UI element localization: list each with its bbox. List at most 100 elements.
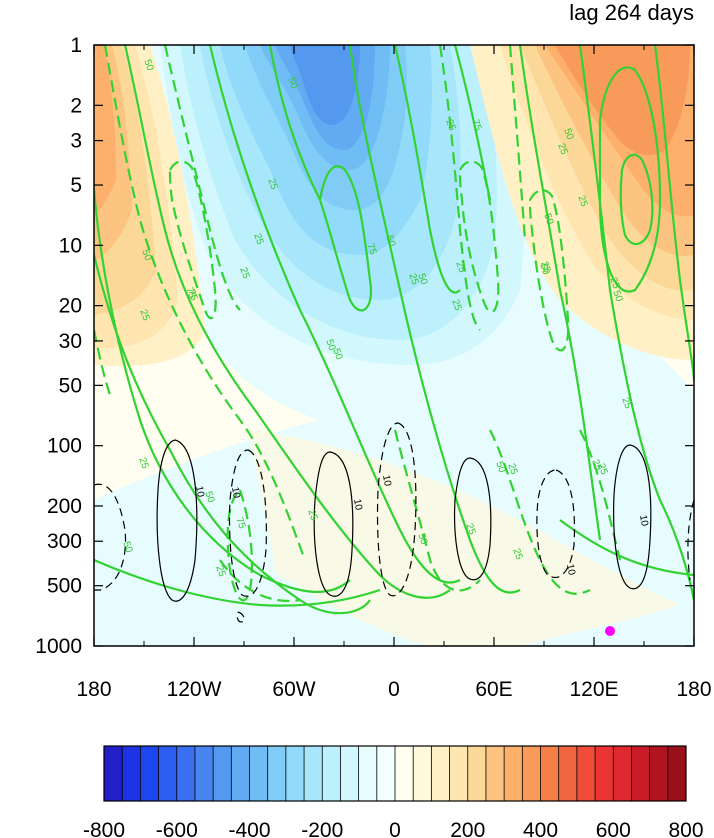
- colorbar-swatch: [267, 746, 287, 801]
- chart-title: lag 264 days: [569, 0, 694, 25]
- colorbar-swatch: [213, 746, 232, 801]
- contour-label-green: 25: [449, 298, 463, 313]
- colorbar-swatch: [304, 746, 323, 801]
- colorbar-swatch: [504, 746, 523, 801]
- green-dashed-contour: [489, 429, 591, 595]
- colorbar-swatch: [340, 746, 359, 801]
- y-tick-label: 2: [70, 94, 82, 117]
- contour-label-black: 10: [380, 474, 393, 487]
- contour-labels-black: 10 10 10 10 10 10: [193, 474, 650, 576]
- colorbar-swatch: [449, 746, 469, 801]
- colorbar-swatch: [613, 746, 632, 801]
- green-solid-contour: [94, 189, 351, 594]
- colorbar-swatch: [413, 746, 432, 801]
- colorbar-swatch: [176, 746, 196, 801]
- colorbar-swatch: [249, 746, 268, 801]
- contour-label-green: 50: [141, 58, 155, 73]
- colorbar-label: 0: [389, 819, 401, 838]
- y-tick-label: 50: [59, 374, 82, 397]
- contour-label-green: 25: [453, 260, 467, 275]
- green-solid-contour: [348, 45, 521, 594]
- shade-lower-right-cyan: [520, 600, 694, 646]
- black-dashed-contour: [376, 422, 417, 597]
- contour-label-green: 25: [619, 396, 633, 411]
- green-dashed-contour: [528, 189, 570, 352]
- colorbar-swatch: [122, 746, 141, 801]
- contour-label-green: 25: [538, 260, 552, 275]
- contour-label-green: 75: [183, 286, 197, 301]
- contour-label-green: 75: [469, 118, 483, 133]
- colorbar-swatch: [376, 746, 396, 801]
- contour-label-black: 10: [351, 498, 364, 511]
- green-dashed-contour: [226, 489, 254, 602]
- colorbar-swatch: [576, 746, 596, 801]
- colorbar-swatch: [194, 746, 214, 801]
- y-axis: 1 2 3 5 10 20 30 50 100 200 300 500 1000: [35, 34, 694, 658]
- black-dashed-contour: [236, 611, 245, 623]
- contour-label-green: 25: [251, 232, 265, 247]
- black-dashed-contour: [94, 483, 127, 591]
- colorbar-swatch: [285, 746, 305, 801]
- colorbar-label: -800: [83, 819, 125, 838]
- contour-label-green: 25: [136, 456, 150, 471]
- contour-label-green: 25: [305, 508, 319, 523]
- x-tick-label: 120E: [569, 678, 618, 701]
- x-tick-label: 0: [388, 678, 400, 701]
- contour-label-green: 25: [463, 522, 477, 537]
- contour-label-green: 50: [202, 490, 216, 505]
- contour-label-green: 50: [120, 540, 134, 555]
- x-tick-label: 180: [676, 678, 711, 701]
- y-tick-label: 3: [70, 130, 82, 153]
- green-solid-contour: [598, 66, 662, 293]
- y-tick-label: 500: [47, 575, 82, 598]
- black-dashed-contour: [536, 469, 576, 579]
- contour-label-green: 50: [537, 262, 551, 277]
- contour-label-green: 25: [265, 177, 279, 192]
- colorbar: -800 -600 -400 -200 0 200 400 600 800: [83, 745, 704, 838]
- green-dashed-contour: [94, 329, 112, 396]
- colorbar-swatch: [522, 746, 541, 801]
- contour-label-green: 50: [285, 76, 299, 91]
- y-tick-label: 20: [59, 295, 82, 318]
- green-dashed-contour: [168, 160, 217, 320]
- contour-label-green: 25: [213, 564, 227, 579]
- colorbar-swatch: [431, 746, 450, 801]
- plot-area: [94, 45, 694, 646]
- colorbar-swatch: [558, 746, 578, 801]
- contour-label-green: 75: [185, 288, 199, 303]
- x-tick-label: 180: [76, 678, 111, 701]
- colorbar-swatch: [358, 746, 378, 801]
- green-solid-contour: [94, 558, 381, 607]
- black-solid-contours: [156, 439, 652, 602]
- colorbar-frame: [103, 745, 687, 802]
- green-dashed-contour: [393, 429, 481, 592]
- green-dashed-contour: [219, 559, 301, 602]
- y-tick-label: 1: [70, 34, 82, 57]
- colorbar-swatch: [231, 746, 250, 801]
- contour-label-green: 75: [233, 516, 247, 531]
- green-solid-contour: [268, 45, 321, 201]
- colorbar-label: 200: [450, 819, 485, 838]
- shade-lower-cyan: [94, 500, 430, 646]
- contour-label-black: 10: [229, 486, 242, 499]
- colorbar-swatch: [631, 746, 650, 801]
- black-solid-contour: [156, 439, 198, 602]
- shade-warm-right-6: [555, 45, 690, 155]
- green-dashed-contour: [508, 45, 527, 241]
- colorbar-swatch: [104, 746, 123, 801]
- colorbar-swatch: [467, 746, 487, 801]
- colorbar-swatch: [140, 746, 159, 801]
- green-dashed-contour: [458, 160, 500, 313]
- y-tick-label: 30: [59, 330, 82, 353]
- colorbar-label: 800: [668, 819, 703, 838]
- y-tick-label: 1000: [35, 635, 82, 658]
- green-solid-contour: [393, 45, 461, 294]
- x-tick-label: 120W: [167, 678, 222, 701]
- contour-label-green: 25: [137, 308, 151, 323]
- contour-label-green: 75: [364, 242, 378, 257]
- contour-label-green: 25: [510, 547, 524, 562]
- colorbar-swatch: [595, 746, 614, 801]
- green-dashed-contour: [103, 45, 307, 561]
- y-tick-label: 10: [59, 234, 82, 257]
